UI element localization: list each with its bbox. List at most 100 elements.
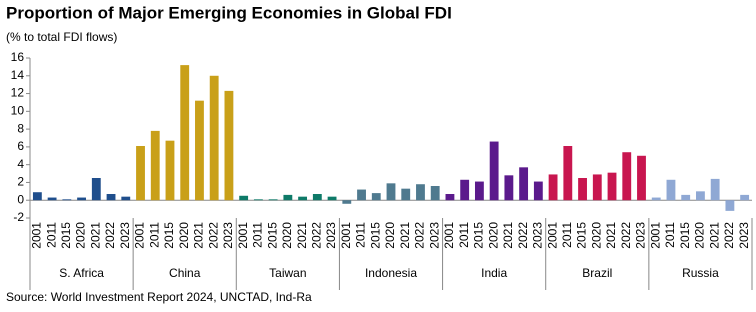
x-tick-label: 2022 [516,222,530,249]
bar [401,188,411,201]
x-tick-label: 2021 [604,222,618,249]
bar [651,197,661,201]
chart-title: Proportion of Major Emerging Economies i… [6,3,452,22]
bar [253,199,263,201]
bar [283,194,293,201]
x-tick-label: 2022 [619,222,633,249]
x-tick-label: 2021 [398,222,412,249]
bar [357,189,366,201]
x-tick-label: 2011 [663,222,677,248]
bar [504,175,514,201]
bar [607,172,617,201]
x-tick-label: 2021 [192,222,206,249]
group-label: S. Africa [59,266,104,280]
bar [637,155,646,201]
x-tick-label: 2001 [30,222,44,249]
x-tick-label: 2001 [648,222,662,249]
bar [136,146,145,201]
bar [32,192,42,201]
bar [62,199,72,201]
group-label: Taiwan [269,266,306,280]
x-tick-label: 2011 [457,222,471,248]
bar [121,196,131,201]
x-tick-label: 2023 [634,222,648,249]
x-tick-label: 2020 [74,222,88,249]
x-tick-label: 2023 [427,222,441,249]
bar [666,179,676,201]
y-tick-label: 0 [17,192,24,206]
y-tick-label: 4 [17,157,24,171]
x-tick-label: 2001 [236,222,250,249]
y-tick-label: 12 [11,86,25,100]
x-tick-label: 2022 [206,222,220,249]
x-tick-label: 2020 [177,222,191,249]
x-tick-label: 2020 [589,222,603,249]
bar [430,186,440,201]
bar [474,181,484,201]
bar [592,174,602,201]
x-tick-label: 2011 [147,222,161,248]
x-tick-label: 2011 [44,222,58,248]
group-label: Brazil [582,266,612,280]
x-tick-label: 2023 [324,222,338,249]
bar [106,194,116,201]
x-tick-label: 2023 [737,222,751,249]
y-tick-label: 2 [17,175,24,189]
x-tick-label: 2015 [678,222,692,249]
bar [91,178,101,201]
x-tick-label: 2020 [693,222,707,249]
bar [533,181,543,201]
group-label: China [169,266,201,280]
bar [224,90,234,201]
bar [386,183,396,201]
bar [548,174,558,201]
bar [696,191,705,201]
x-tick-label: 2015 [162,222,176,249]
x-tick-label: 2022 [722,222,736,249]
y-tick-label: 6 [17,139,24,153]
x-tick-label: 2001 [133,222,147,249]
bar [622,152,632,201]
x-tick-label: 2020 [486,222,500,249]
bar [371,193,381,201]
bar [489,141,499,201]
x-tick-label: 2015 [368,222,382,249]
bar [327,196,337,201]
group-label: Indonesia [365,266,417,280]
bar [416,184,425,201]
bar [342,200,352,204]
bar [77,197,86,201]
bar [725,200,735,211]
y-tick-label: 14 [11,68,25,82]
x-tick-label: 2011 [251,222,265,248]
group-label: India [481,266,507,280]
x-tick-label: 2021 [501,222,515,249]
bar [47,197,57,201]
bar [165,140,175,201]
x-tick-label: 2023 [221,222,235,249]
x-tick-label: 2021 [295,222,309,249]
x-tick-label: 2020 [280,222,294,249]
x-tick-label: 2011 [354,222,368,248]
x-tick-label: 2011 [560,222,574,248]
y-tick-label: -2 [13,210,24,224]
x-tick-label: 2001 [442,222,456,249]
x-tick-label: 2015 [575,222,589,249]
bar [209,75,219,201]
x-tick-label: 2023 [531,222,545,249]
x-tick-label: 2023 [118,222,132,249]
bar [150,130,160,201]
bar [578,178,587,201]
x-tick-label: 2015 [472,222,486,249]
bar [312,194,322,201]
x-tick-label: 2015 [59,222,73,249]
bar [740,194,750,201]
x-tick-label: 2001 [339,222,353,249]
x-tick-label: 2022 [309,222,323,249]
y-tick-label: 16 [11,50,25,64]
group-label: Russia [682,266,719,280]
bar [519,167,529,201]
y-tick-label: 10 [11,104,25,118]
y-tick-label: 8 [17,121,24,135]
